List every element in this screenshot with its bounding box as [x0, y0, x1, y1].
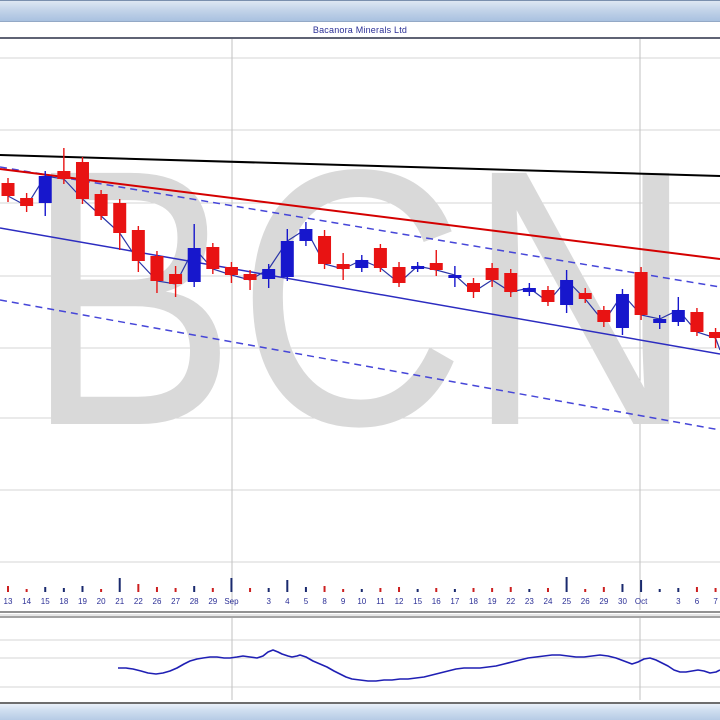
candle [615, 289, 629, 335]
date-axis-label: 10 [357, 597, 366, 606]
indicator-line [118, 649, 720, 682]
candle [522, 283, 536, 296]
candle [187, 224, 201, 287]
candle [429, 250, 443, 276]
date-axis-label: 19 [78, 597, 87, 606]
candle [690, 308, 704, 336]
date-axis-label: 8 [322, 597, 327, 606]
candle [262, 264, 276, 288]
candle [467, 278, 480, 298]
candle [299, 222, 313, 246]
date-axis-label: 26 [153, 597, 162, 606]
date-axis-label: 14 [22, 597, 31, 606]
volume-layer [7, 577, 717, 592]
date-axis-label: 29 [599, 597, 608, 606]
candle [541, 286, 555, 306]
candle [411, 262, 425, 272]
date-axis-label: 23 [525, 597, 534, 606]
watermark-layer: BCN [25, 95, 695, 502]
date-axis-label: 19 [488, 597, 497, 606]
candle [280, 229, 294, 281]
date-axis-label: 16 [432, 597, 441, 606]
candle [373, 244, 387, 272]
date-axis-label: 29 [208, 597, 217, 606]
indicator-pane [0, 618, 720, 700]
candle [75, 157, 89, 204]
candle [355, 255, 369, 272]
date-axis-label: 30 [618, 597, 627, 606]
candle [94, 190, 108, 220]
date-axis-label: 12 [395, 597, 404, 606]
candle [224, 262, 238, 283]
candle [169, 266, 183, 297]
date-axis-label: Oct [635, 597, 648, 606]
candle [578, 288, 592, 303]
watermark-ticker-text: BCN [25, 95, 695, 502]
candle [336, 253, 350, 280]
date-axis-label: 21 [115, 597, 124, 606]
candle [560, 270, 574, 313]
date-axis-label: 18 [469, 597, 478, 606]
pane-separator [0, 611, 720, 618]
candle [392, 262, 406, 287]
date-axis-label: 18 [59, 597, 68, 606]
date-axis-label: 22 [506, 597, 515, 606]
chart-title: Bacanora Minerals Ltd [312, 24, 408, 35]
next-panel-title-bar[interactable] [0, 702, 720, 720]
date-axis-label: 9 [341, 597, 346, 606]
candle [1, 178, 15, 202]
candle [318, 230, 332, 269]
date-axis-label: 27 [171, 597, 180, 606]
resistance-black-trendline [0, 154, 720, 177]
date-axis-label: 26 [581, 597, 590, 606]
date-axis-label: 28 [190, 597, 199, 606]
date-axis-label: 11 [376, 597, 385, 606]
chart-title-band: Bacanora Minerals Ltd [0, 22, 720, 39]
candle [485, 263, 499, 287]
downtrend-red-trendline [0, 168, 720, 260]
date-axis-label: 6 [695, 597, 700, 606]
candle [653, 315, 667, 329]
date-axis-label: 17 [450, 597, 459, 606]
channel-upper-dashed-trendline [0, 166, 720, 288]
candle [597, 306, 611, 327]
candle [57, 148, 71, 184]
date-axis-label: 5 [304, 597, 309, 606]
date-axis-label: 13 [4, 597, 13, 606]
date-axis-label: 7 [713, 597, 718, 606]
channel-lower-dashed-trendline [0, 299, 720, 431]
date-axis-label: 24 [544, 597, 553, 606]
date-axis-label: 3 [676, 597, 681, 606]
candle [206, 243, 220, 274]
date-axis-label: 15 [41, 597, 50, 606]
date-axis-label: 25 [562, 597, 571, 606]
candle [20, 193, 34, 212]
date-axis-label: 20 [97, 597, 106, 606]
candles-layer [1, 148, 720, 348]
candle [243, 270, 257, 290]
close-price-line [7, 175, 720, 351]
date-axis-label: 15 [413, 597, 422, 606]
date-axis-label: 3 [266, 597, 271, 606]
date-axis-label: Sep [224, 597, 239, 606]
candle [38, 171, 52, 216]
candle [113, 199, 127, 250]
candle [150, 251, 164, 293]
close-line-layer [7, 175, 720, 351]
date-axis: 13 14 15 18 19 20 21 22 26 27 28 29 Sep 3 4 5 8 9 10 11 12 15… [4, 597, 719, 606]
candle [504, 269, 518, 297]
candle [709, 328, 720, 348]
candle [634, 267, 648, 320]
candle [671, 297, 685, 326]
date-axis-label: 22 [134, 597, 143, 606]
candle [131, 226, 145, 272]
date-axis-label: 4 [285, 597, 290, 606]
window-title-bar[interactable] [0, 0, 720, 22]
candle [448, 266, 462, 287]
